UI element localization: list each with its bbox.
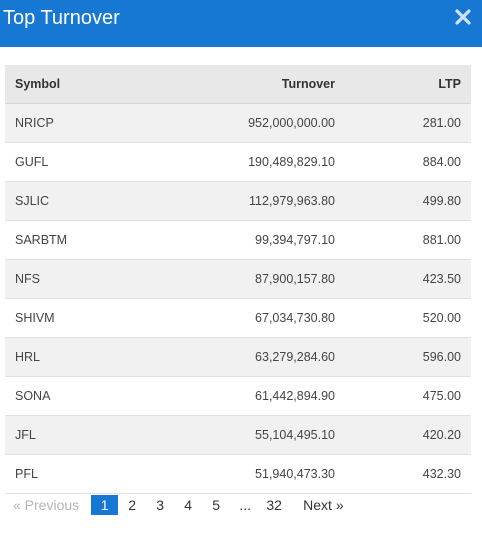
- turnover-table: Symbol Turnover LTP NRICP 952,000,000.00…: [5, 65, 471, 494]
- turnover-cell: 67,034,730.80: [155, 298, 345, 338]
- table-row[interactable]: SHIVM 67,034,730.80 520.00: [5, 298, 471, 338]
- ltp-cell: 884.00: [345, 142, 471, 182]
- previous-page-button[interactable]: « Previous: [13, 497, 80, 513]
- symbol-cell: NRICP: [5, 103, 155, 143]
- ltp-column-header[interactable]: LTP: [345, 65, 471, 104]
- table-row[interactable]: SJLIC 112,979,963.80 499.80: [5, 181, 471, 221]
- symbol-cell: JFL: [5, 415, 155, 455]
- turnover-cell: 87,900,157.80: [155, 259, 345, 299]
- ltp-cell: 281.00: [345, 103, 471, 143]
- close-icon[interactable]: [454, 8, 472, 26]
- turnover-cell: 51,940,473.30: [155, 454, 345, 494]
- dialog-header: Top Turnover: [0, 0, 482, 47]
- table-row[interactable]: HRL 63,279,284.60 596.00: [5, 337, 471, 377]
- ltp-cell: 596.00: [345, 337, 471, 377]
- turnover-column-header[interactable]: Turnover: [155, 65, 345, 104]
- ltp-cell: 420.20: [345, 415, 471, 455]
- symbol-cell: SJLIC: [5, 181, 155, 221]
- turnover-cell: 190,489,829.10: [155, 142, 345, 182]
- table-row[interactable]: NFS 87,900,157.80 423.50: [5, 259, 471, 299]
- table-row[interactable]: SARBTM 99,394,797.10 881.00: [5, 220, 471, 260]
- turnover-cell: 61,442,894.90: [155, 376, 345, 416]
- dialog-title: Top Turnover: [3, 7, 120, 29]
- pagination-ellipsis: ...: [239, 497, 251, 513]
- symbol-cell: HRL: [5, 337, 155, 377]
- table-row[interactable]: SONA 61,442,894.90 475.00: [5, 376, 471, 416]
- symbol-cell: PFL: [5, 454, 155, 494]
- pagination: « Previous 1 2 3 4 5 ... 32 Next »: [13, 495, 344, 515]
- next-page-button[interactable]: Next »: [303, 497, 344, 513]
- turnover-cell: 99,394,797.10: [155, 220, 345, 260]
- symbol-cell: SHIVM: [5, 298, 155, 338]
- page-button-3[interactable]: 3: [156, 497, 165, 513]
- turnover-cell: 952,000,000.00: [155, 103, 345, 143]
- table-row[interactable]: PFL 51,940,473.30 432.30: [5, 454, 471, 494]
- ltp-cell: 499.80: [345, 181, 471, 221]
- page-button-last[interactable]: 32: [266, 497, 282, 513]
- table-row[interactable]: JFL 55,104,495.10 420.20: [5, 415, 471, 455]
- turnover-cell: 63,279,284.60: [155, 337, 345, 377]
- table-header-row: Symbol Turnover LTP: [5, 65, 471, 104]
- symbol-cell: GUFL: [5, 142, 155, 182]
- symbol-cell: NFS: [5, 259, 155, 299]
- symbol-cell: SARBTM: [5, 220, 155, 260]
- ltp-cell: 475.00: [345, 376, 471, 416]
- page-button-1[interactable]: 1: [91, 495, 119, 515]
- symbol-column-header[interactable]: Symbol: [5, 65, 155, 104]
- symbol-cell: SONA: [5, 376, 155, 416]
- page-button-4[interactable]: 4: [184, 497, 193, 513]
- page-button-5[interactable]: 5: [212, 497, 221, 513]
- turnover-cell: 55,104,495.10: [155, 415, 345, 455]
- table-row[interactable]: GUFL 190,489,829.10 884.00: [5, 142, 471, 182]
- turnover-table-container: Symbol Turnover LTP NRICP 952,000,000.00…: [5, 65, 471, 494]
- ltp-cell: 520.00: [345, 298, 471, 338]
- ltp-cell: 432.30: [345, 454, 471, 494]
- table-row[interactable]: NRICP 952,000,000.00 281.00: [5, 103, 471, 143]
- ltp-cell: 881.00: [345, 220, 471, 260]
- turnover-cell: 112,979,963.80: [155, 181, 345, 221]
- page-button-2[interactable]: 2: [128, 497, 137, 513]
- ltp-cell: 423.50: [345, 259, 471, 299]
